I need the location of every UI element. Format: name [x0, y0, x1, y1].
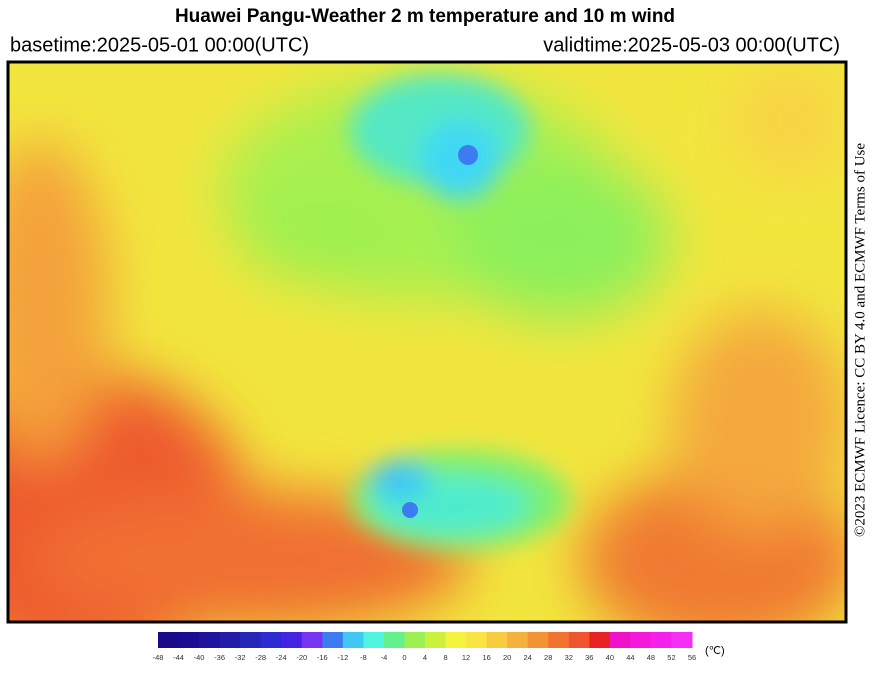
- colorbar-segment: [548, 632, 570, 648]
- colorbar-segment: [650, 632, 672, 648]
- colorbar-segment: [199, 632, 221, 648]
- colorbar-tick-label: -36: [214, 653, 225, 662]
- colorbar-tick-label: -12: [337, 653, 348, 662]
- colorbar-segment: [240, 632, 262, 648]
- validtime: validtime:2025-05-03 00:00(UTC): [543, 34, 840, 56]
- basetime: basetime:2025-05-01 00:00(UTC): [10, 34, 309, 56]
- temperature-map: [8, 62, 846, 622]
- colorbar-segment: [342, 632, 364, 648]
- colorbar-tick-label: 4: [423, 653, 427, 662]
- colorbar-segment: [568, 632, 590, 648]
- colorbar-segment: [281, 632, 303, 648]
- colorbar-segment: [589, 632, 611, 648]
- colorbar-segment: [425, 632, 447, 648]
- colorbar-segment: [363, 632, 385, 648]
- colorbar-tick-label: -4: [381, 653, 388, 662]
- colorbar-segment: [178, 632, 200, 648]
- colorbar-segment: [630, 632, 652, 648]
- colorbar-tick-label: 16: [482, 653, 490, 662]
- colorbar-tick-label: 48: [647, 653, 655, 662]
- colorbar-tick-label: -20: [296, 653, 307, 662]
- colorbar-tick-label: 28: [544, 653, 552, 662]
- colorbar-segment: [466, 632, 488, 648]
- colorbar-segment: [671, 632, 693, 648]
- colorbar-segment: [527, 632, 549, 648]
- colorbar-segment: [158, 632, 180, 648]
- colorbar-tick-label: 32: [565, 653, 573, 662]
- colorbar: -48 -44 -40 -36 -32 -28 -24 -20 -16 -12 -8 -4 0 4 8 12 1…: [153, 632, 696, 662]
- colorbar-segment: [486, 632, 508, 648]
- colorbar-tick-label: -28: [255, 653, 266, 662]
- colorbar-segment: [383, 632, 405, 648]
- colorbar-tick-label: 0: [402, 653, 406, 662]
- colorbar-tick-label: -48: [153, 653, 164, 662]
- licence: ©2023 ECMWF Licence: CC BY 4.0 and ECMWF…: [852, 143, 868, 537]
- title: Huawei Pangu-Weather 2 m temperature and…: [175, 6, 675, 27]
- colorbar-tick-label: -24: [276, 653, 287, 662]
- colorbar-tick-label: -44: [173, 653, 184, 662]
- colorbar-tick-label: 12: [462, 653, 470, 662]
- colorbar-segment: [219, 632, 241, 648]
- colorbar-segment: [404, 632, 426, 648]
- colorbar-tick-label: -32: [235, 653, 246, 662]
- colorbar-tick-label: 8: [443, 653, 447, 662]
- colorbar-tick-label: -8: [360, 653, 367, 662]
- colorbar-segment: [445, 632, 467, 648]
- map-frame: [6, 60, 848, 624]
- colorbar-segment: [301, 632, 323, 648]
- colorbar-tick-label: 20: [503, 653, 511, 662]
- colorbar-unit: (℃): [705, 645, 725, 657]
- colorbar-tick-label: 40: [606, 653, 614, 662]
- colorbar-segment: [322, 632, 344, 648]
- colorbar-tick-label: 52: [667, 653, 675, 662]
- colorbar-tick-label: 56: [688, 653, 696, 662]
- colorbar-tick-label: -16: [317, 653, 328, 662]
- colorbar-segment: [507, 632, 529, 648]
- colorbar-tick-label: 44: [626, 653, 634, 662]
- colorbar-segment: [609, 632, 631, 648]
- colorbar-segment: [260, 632, 282, 648]
- colorbar-tick-label: 36: [585, 653, 593, 662]
- colorbar-tick-label: -40: [194, 653, 205, 662]
- colorbar-tick-label: 24: [524, 653, 532, 662]
